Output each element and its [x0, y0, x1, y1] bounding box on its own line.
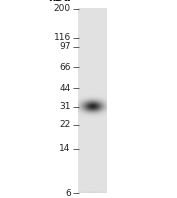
Text: 14: 14 [59, 144, 71, 153]
Text: 116: 116 [54, 33, 71, 42]
Text: 22: 22 [59, 120, 71, 129]
Bar [78, 9, 106, 193]
Text: kDa: kDa [48, 0, 71, 3]
Text: 44: 44 [59, 84, 71, 93]
Text: 200: 200 [54, 4, 71, 13]
Text: 6: 6 [65, 188, 71, 198]
Text: 31: 31 [59, 102, 71, 111]
Text: 97: 97 [59, 42, 71, 51]
Text: 66: 66 [59, 63, 71, 72]
